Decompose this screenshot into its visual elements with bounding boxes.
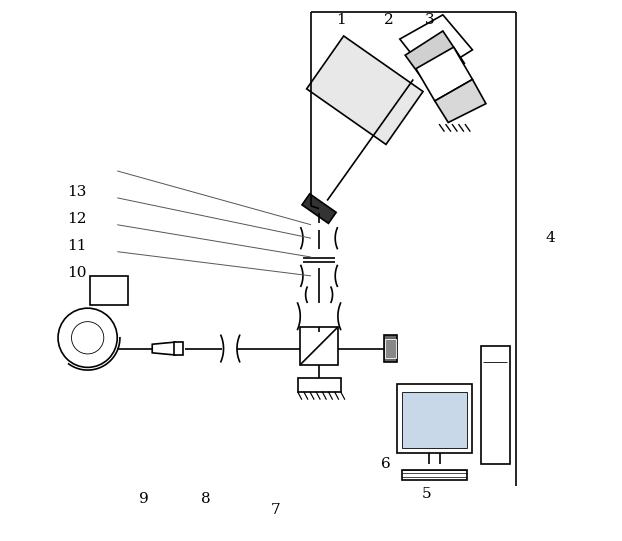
Text: 9: 9 [139,492,149,506]
Bar [385,339,396,358]
Polygon shape [405,31,465,85]
Polygon shape [302,194,336,223]
Text: 4: 4 [545,231,555,245]
Bar [481,346,510,464]
Text: 1: 1 [336,13,345,27]
Polygon shape [435,80,486,122]
Bar [397,384,473,453]
Text: 7: 7 [271,503,281,517]
Bar [402,470,467,480]
Bar [297,378,341,392]
Bar [90,276,128,306]
Text: 5: 5 [422,487,432,501]
Polygon shape [307,36,423,144]
Polygon shape [152,342,175,355]
Text: 6: 6 [381,457,391,471]
Text: 8: 8 [202,492,211,506]
Text: 13: 13 [67,186,86,200]
Polygon shape [400,15,473,77]
Text: 11: 11 [67,239,86,253]
Text: 12: 12 [67,213,86,226]
Bar [300,327,338,365]
Bar [402,392,467,448]
Text: 10: 10 [67,266,86,280]
Polygon shape [416,47,473,101]
Bar [174,342,183,355]
Text: 2: 2 [384,13,394,27]
Bar [384,335,397,362]
Text: 3: 3 [425,13,434,27]
